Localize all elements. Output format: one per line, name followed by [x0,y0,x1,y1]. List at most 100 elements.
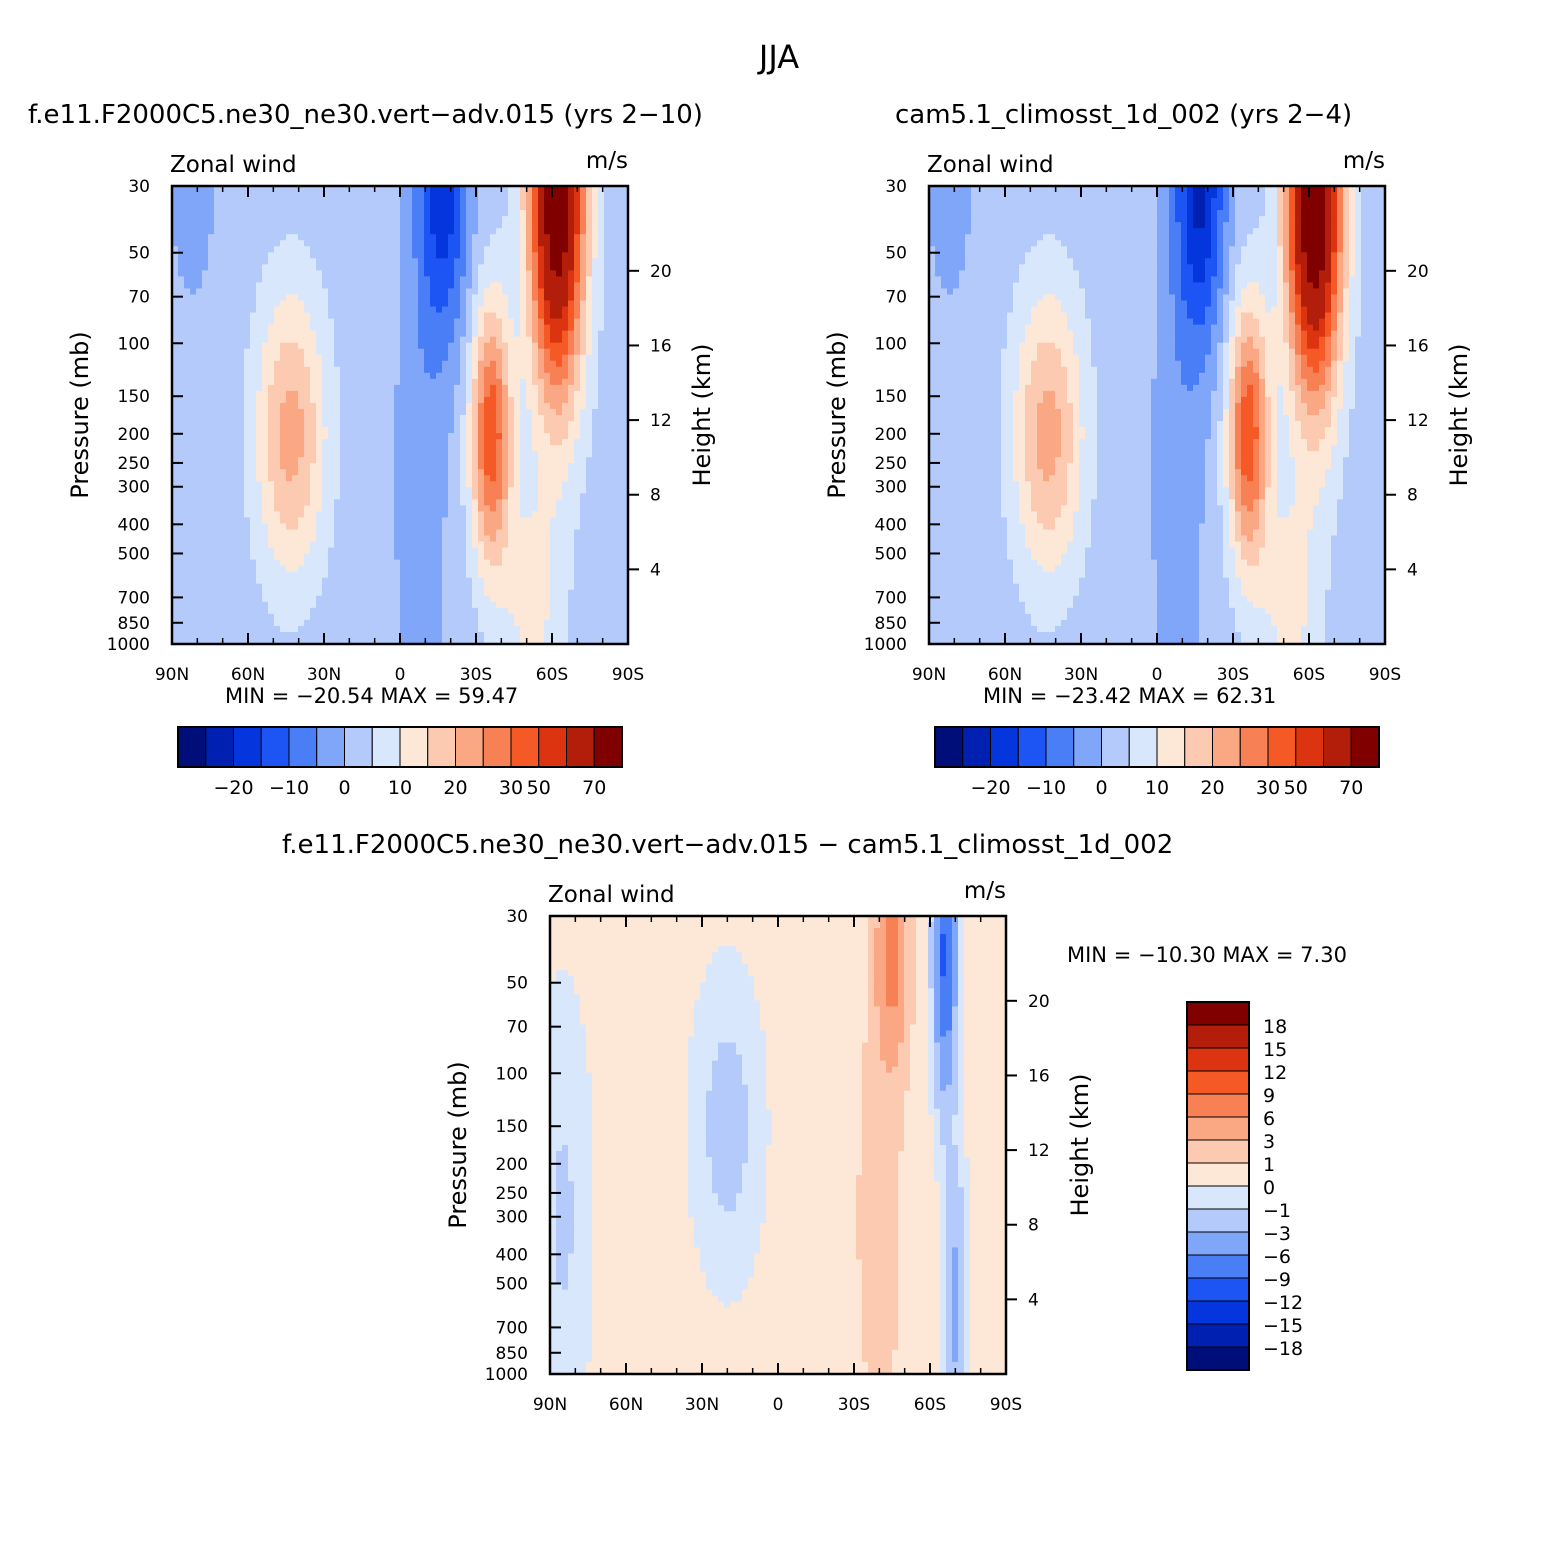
panel1-cell [304,547,311,555]
panel1-cell [550,505,557,513]
panel1-cell [400,463,407,470]
panel1-cell [466,499,473,506]
panel1-cell [304,529,311,537]
panel1-cell [580,475,587,482]
panel1-cell [544,565,551,573]
panel1-cell [412,469,419,476]
panel1-cell [574,487,581,494]
panel1-cell [502,318,509,326]
panel1-cell [340,517,347,525]
panel1-cell [370,457,377,464]
panel1-cell [604,294,611,302]
panel1-cell [436,216,443,223]
panel1-cell [430,264,437,271]
panel1-cell [202,463,209,470]
panel1-cell [610,378,617,386]
panel1-cell [274,439,281,446]
panel1-cell [382,366,389,374]
panel1-cell [184,288,191,296]
panel1-cell [340,565,347,573]
panel1-cell [400,342,407,350]
panel1-cell [598,433,605,440]
panel1-cell [502,372,509,380]
panel1-cell [328,493,335,500]
panel1-cell [328,300,335,308]
panel1-cell [286,517,293,525]
panel1-cell [178,499,185,506]
panel1-cell [568,553,575,561]
panel1-cell [280,234,287,241]
panel1-cell [184,228,191,235]
panel1-cell [586,228,593,235]
panel1-cell [472,360,479,368]
panel1-cell [412,306,419,314]
panel1-cell [454,324,461,332]
panel1-cell [604,210,611,217]
panel1-cell [454,192,461,199]
panel1-cell [268,258,275,265]
panel1-cell [256,318,263,326]
panel1-cell [322,330,329,338]
panel1-cell [310,204,317,211]
panel1-cell [268,457,275,464]
panel1-cell [310,288,317,296]
panel1-cell [430,457,437,464]
panel1-cell [238,288,245,296]
panel1-cell [262,384,269,392]
panel1-cell [376,457,383,464]
panel1-cell [262,330,269,338]
panel1-cell [436,192,443,199]
panel1-cell [358,553,365,561]
panel1-cell [448,240,455,247]
panel1-cell [448,396,455,404]
panel1-cell [496,445,503,452]
panel1-cell [364,222,371,229]
panel1-cell [370,384,377,392]
panel1-cell [550,378,557,386]
panel1-cell [574,324,581,332]
panel1-cell [328,216,335,223]
panel1-cell [436,427,443,434]
panel1-cell [526,300,533,308]
panel1-cell [208,457,215,464]
panel1-cell [442,264,449,271]
panel1-cell [520,541,527,549]
panel1-cell [568,475,575,482]
panel1-cell [508,186,515,193]
panel1-cell [412,300,419,308]
panel1-cell [436,360,443,368]
panel1-cell [484,421,491,428]
panel1-cell [202,511,209,519]
panel1-cell [448,318,455,326]
panel1-cell [364,547,371,555]
panel1-cell [472,396,479,404]
panel1-cell [472,451,479,458]
panel1-cell [268,276,275,284]
panel1-cell [490,354,497,362]
panel1-cell [478,481,485,488]
panel1-cell [274,529,281,537]
panel1-cell [436,451,443,458]
panel1-cell [340,204,347,211]
panel1-cell [256,186,263,193]
panel1-cell [412,294,419,302]
panel1-cell [316,240,323,247]
panel1-cell [178,451,185,458]
panel1-cell [220,529,227,537]
panel1-cell [430,372,437,380]
panel1-cell [316,523,323,531]
panel1-cell [226,240,233,247]
panel1-cell [304,499,311,506]
panel1-cell [280,499,287,506]
panel1-cell [436,246,443,253]
panel1-cell [448,559,455,567]
panel1-cell [310,210,317,217]
panel1-cell [190,186,197,193]
panel1-cell [178,523,185,531]
panel1-cell [580,228,587,235]
panel1-cell [610,330,617,338]
panel1-cell [490,336,497,344]
panel1-cell [172,469,179,476]
panel1-cell [496,565,503,573]
panel1-cell [256,469,263,476]
